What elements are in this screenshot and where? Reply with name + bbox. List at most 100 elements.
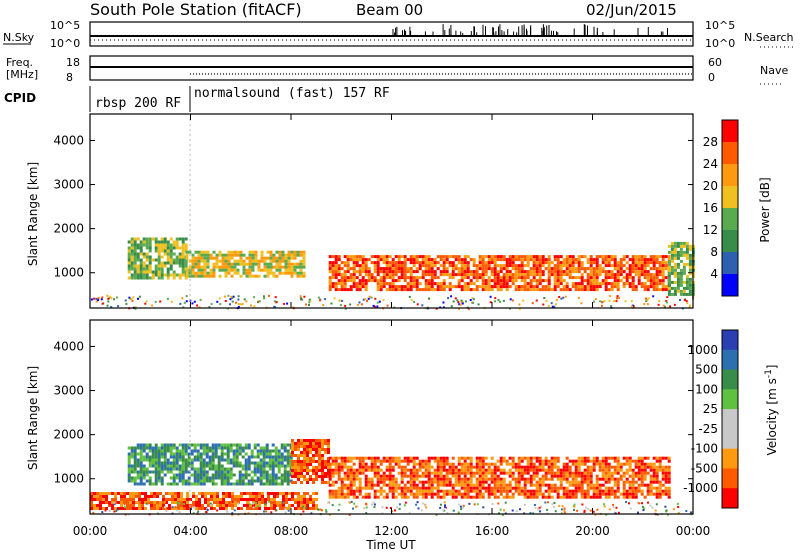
echo-cell xyxy=(583,477,587,481)
echo-cell xyxy=(667,477,671,481)
echo-cell xyxy=(315,445,318,448)
echo-cell xyxy=(261,501,264,504)
echo-cell xyxy=(187,443,191,447)
scatter-cell xyxy=(665,300,668,302)
echo-cell xyxy=(508,285,512,289)
echo-cell xyxy=(163,446,167,450)
echo-cell xyxy=(296,271,300,275)
echo-cell xyxy=(299,250,303,254)
echo-cell xyxy=(391,285,395,289)
echo-cell xyxy=(287,262,291,266)
echo-cell xyxy=(280,455,284,459)
echo-cell xyxy=(397,258,401,262)
echo-cell xyxy=(250,482,254,486)
echo-cell xyxy=(181,237,185,241)
echo-cell xyxy=(244,473,248,477)
echo-cell xyxy=(604,282,608,286)
echo-cell xyxy=(303,463,306,466)
echo-cell xyxy=(574,285,578,289)
echo-cell xyxy=(227,259,231,263)
echo-cell xyxy=(302,274,306,278)
echo-cell xyxy=(200,268,204,272)
scatter-cell xyxy=(683,299,686,302)
echo-cell xyxy=(300,460,303,463)
echo-cell xyxy=(337,282,341,286)
scatter-cell xyxy=(456,299,459,302)
echo-cell xyxy=(562,492,566,496)
echo-cell xyxy=(658,495,662,499)
echo-cell xyxy=(166,252,170,256)
echo-cell xyxy=(144,492,147,495)
echo-cell xyxy=(211,452,215,456)
echo-cell xyxy=(436,456,440,460)
scatter-cell xyxy=(348,501,351,504)
echo-cell xyxy=(225,495,228,498)
scatter-cell xyxy=(191,302,194,305)
echo-cell xyxy=(412,258,416,262)
echo-cell xyxy=(207,504,210,507)
echo-cell xyxy=(184,443,188,447)
echo-cell xyxy=(400,264,404,268)
echo-cell xyxy=(197,265,201,269)
echo-cell xyxy=(183,501,186,504)
echo-cell xyxy=(655,477,659,481)
echo-cell xyxy=(628,282,632,286)
echo-cell xyxy=(406,468,410,472)
echo-cell xyxy=(541,462,545,466)
echo-cell xyxy=(269,253,273,257)
echo-cell xyxy=(343,471,347,475)
echo-cell xyxy=(391,276,395,280)
scatter-cell xyxy=(538,506,541,509)
echo-cell xyxy=(202,452,206,456)
echo-cell xyxy=(481,471,485,475)
echo-cell xyxy=(442,468,446,472)
echo-cell xyxy=(412,495,416,499)
scatter-cell xyxy=(237,502,240,505)
scatter-cell xyxy=(616,297,618,300)
echo-cell xyxy=(243,504,246,507)
echo-cell xyxy=(191,256,195,260)
echo-cell xyxy=(169,455,173,459)
echo-cell xyxy=(178,237,182,241)
scatter-cell xyxy=(509,298,512,301)
echo-cell xyxy=(580,288,584,292)
echo-cell xyxy=(610,465,614,469)
echo-cell xyxy=(400,270,404,274)
echo-cell xyxy=(667,459,671,463)
echo-cell xyxy=(154,476,158,480)
echo-cell xyxy=(297,460,300,463)
echo-cell xyxy=(343,288,347,292)
echo-cell xyxy=(682,286,686,290)
echo-cell xyxy=(288,507,291,510)
echo-cell xyxy=(244,482,248,486)
echo-cell xyxy=(373,465,377,469)
echo-cell xyxy=(523,258,527,262)
echo-cell xyxy=(181,246,185,250)
echo-cell xyxy=(397,276,401,280)
echo-cell xyxy=(649,285,653,289)
echo-cell xyxy=(652,486,656,490)
echo-cell xyxy=(529,474,533,478)
echo-cell xyxy=(349,285,353,289)
echo-cell xyxy=(184,467,188,471)
echo-cell xyxy=(403,270,407,274)
echo-cell xyxy=(433,261,437,265)
echo-cell xyxy=(517,267,521,271)
echo-cell xyxy=(151,470,155,474)
echo-cell xyxy=(127,255,131,259)
echo-cell xyxy=(239,262,243,266)
echo-cell xyxy=(156,507,159,510)
echo-cell xyxy=(388,480,392,484)
echo-cell xyxy=(178,449,182,453)
echo-cell xyxy=(661,285,665,289)
scatter-cell xyxy=(563,509,566,512)
echo-cell xyxy=(415,477,419,481)
echo-cell xyxy=(264,504,267,507)
echo-cell xyxy=(280,461,284,465)
echo-cell xyxy=(655,261,659,265)
echo-cell xyxy=(604,279,608,283)
echo-cell xyxy=(175,455,179,459)
echo-cell xyxy=(257,268,261,272)
scatter-cell xyxy=(647,297,650,300)
echo-cell xyxy=(217,464,221,468)
